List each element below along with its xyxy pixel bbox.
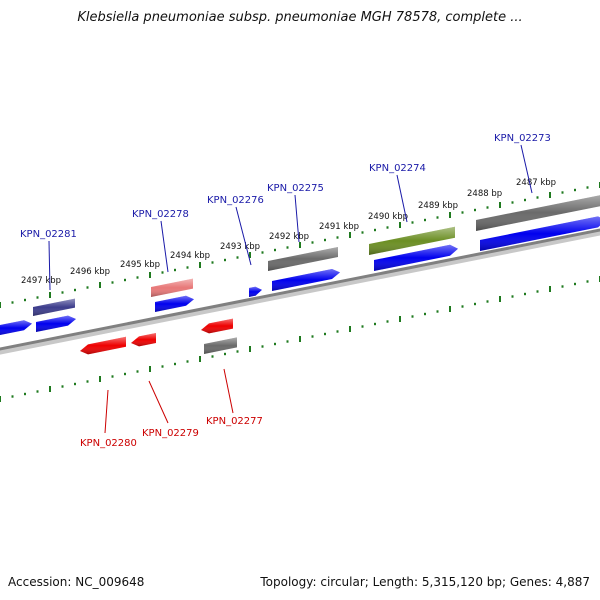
tick-label: 2487 kbp [516, 178, 556, 188]
backbone [0, 228, 600, 351]
feature-layer [0, 194, 600, 355]
gene-label[interactable]: KPN_02276 [207, 195, 264, 206]
cds-arrow-forward[interactable] [374, 244, 458, 271]
tick-label: 2493 kbp [220, 242, 260, 252]
gene-label[interactable]: KPN_02281 [20, 229, 77, 240]
gene-leader-line [396, 174, 408, 223]
gene-leader-line [104, 389, 109, 434]
gene-leader-line [520, 144, 533, 194]
gene-block-forward[interactable] [151, 278, 193, 297]
gene-label[interactable]: KPN_02274 [369, 163, 426, 174]
gene-label[interactable]: KPN_02279 [142, 428, 199, 439]
gene-leader-line [235, 206, 252, 266]
tick-label: 2491 kbp [319, 222, 359, 232]
topology-text: Topology: circular; Length: 5,315,120 bp… [260, 575, 590, 589]
gene-block-forward[interactable] [268, 247, 338, 271]
gene-leader-line [148, 380, 169, 424]
cds-arrow-forward[interactable] [155, 295, 194, 312]
gene-block-forward[interactable] [33, 298, 75, 316]
tick-label: 2490 kbp [368, 212, 408, 222]
gene-label[interactable]: KPN_02273 [494, 133, 551, 144]
backbone-shadow [0, 230, 600, 355]
cds-arrow-forward[interactable] [272, 269, 340, 291]
gene-label[interactable]: KPN_02278 [132, 209, 189, 220]
cds-arrow-forward[interactable] [249, 286, 262, 297]
tick-label: 2497 kbp [21, 276, 61, 286]
cds-arrow-reverse[interactable] [80, 336, 126, 355]
gene-block-forward[interactable] [369, 226, 455, 255]
cds-arrow-forward[interactable] [480, 216, 600, 251]
tick-label: 2495 kbp [120, 260, 160, 270]
tick-label: 2492 kbp [269, 232, 309, 242]
gene-label[interactable]: KPN_02277 [206, 416, 263, 427]
gene-leader-line [160, 220, 169, 273]
gene-leader-line [48, 240, 51, 291]
cds-arrow-forward[interactable] [36, 315, 76, 332]
gene-block-forward[interactable] [476, 194, 600, 231]
gene-label[interactable]: KPN_02275 [267, 183, 324, 194]
accession-text: Accession: NC_009648 [8, 575, 145, 589]
tick-label: 2489 kbp [418, 201, 458, 211]
cds-arrow-reverse[interactable] [131, 333, 156, 347]
cds-arrow-forward[interactable] [0, 320, 32, 336]
gene-leader-line [294, 194, 300, 243]
tick-layer: 2497 kbp 2496 kbp 2495 kbp 2494 kbp 2493 kbp… [0, 178, 600, 402]
map-title: Klebsiella pneumoniae subsp. pneumoniae … [77, 10, 523, 25]
gene-block-reverse[interactable] [204, 337, 237, 354]
gene-leader-line [223, 368, 234, 414]
tick-label: 2496 kbp [70, 267, 110, 277]
gene-label[interactable]: KPN_02280 [80, 438, 137, 449]
tick-label: 2494 kbp [170, 251, 210, 261]
cds-arrow-reverse[interactable] [201, 318, 233, 334]
tick-label: 2488 bp [467, 189, 502, 199]
